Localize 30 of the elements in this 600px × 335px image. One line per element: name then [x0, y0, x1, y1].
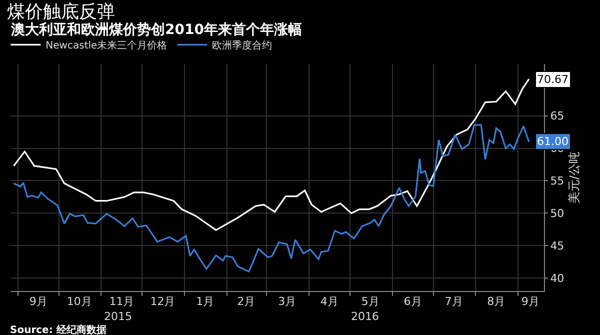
annotation: 61.00	[537, 135, 568, 148]
chart-subtitle: 澳大利亚和欧洲煤价势创2010年来首个年涨幅	[10, 22, 302, 38]
text: 2016	[351, 310, 379, 323]
source-note: Source: 经纪商数据	[10, 324, 106, 335]
y-tick-label: 40	[550, 272, 564, 285]
x-tick-label: 10月	[66, 295, 92, 308]
y-axis-title: 美元/公吨	[567, 151, 582, 204]
annotation: 70.67	[537, 73, 568, 86]
x-tick-label: 12月	[150, 295, 176, 308]
x-tick-label: 7月	[444, 295, 463, 308]
y-tick-label: 50	[550, 207, 564, 220]
x-tick-label: 2月	[237, 295, 256, 308]
chart-title: 煤价触底反弹	[7, 2, 116, 23]
y-tick-label: 65	[550, 110, 564, 123]
x-tick-label: 9月	[521, 295, 540, 308]
y-tick-label: 55	[550, 174, 564, 188]
legend-label: Newcastle未来三个月价格	[46, 40, 168, 52]
line-series	[12, 78, 530, 231]
x-tick-label: 3月	[278, 295, 296, 308]
x-tick-label: 5月	[361, 295, 380, 308]
text: 2015	[104, 310, 132, 323]
x-tick-label: 4月	[320, 295, 338, 308]
x-tick-label: 8月	[487, 295, 506, 308]
x-tick-label: 9月	[29, 295, 48, 308]
x-tick-label: 6月	[404, 295, 422, 308]
x-tick-label: 1月	[196, 295, 214, 308]
legend-label: 欧洲季度合约	[212, 40, 272, 52]
line-series	[12, 124, 530, 272]
y-tick-label: 45	[550, 239, 564, 252]
x-tick-label: 11月	[109, 295, 134, 308]
